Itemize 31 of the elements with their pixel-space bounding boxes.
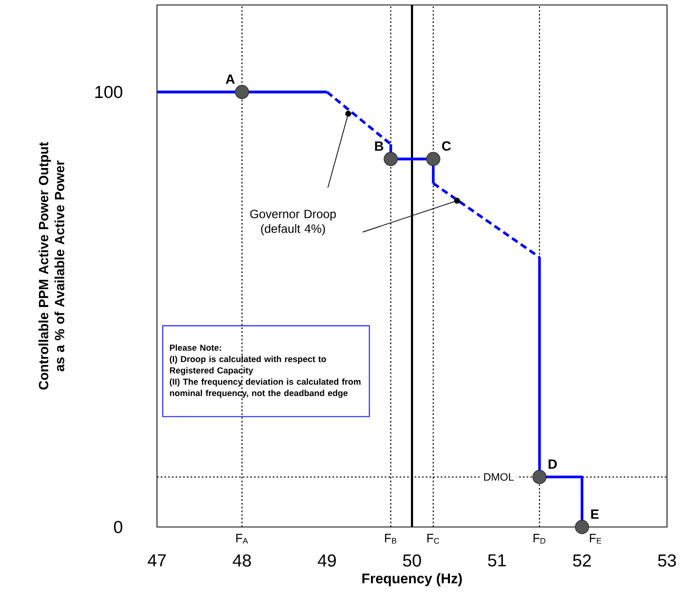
ref-line-label: F$_{C}$	[427, 534, 440, 544]
annotation: (II) The frequency deviation is calculated from nominal frequency, not the deadband edge	[170, 378, 360, 398]
point	[532, 470, 547, 484]
ref-line-label: F$_{B}$	[385, 534, 396, 544]
point	[384, 152, 398, 166]
annotation: E	[591, 510, 599, 519]
point	[234, 84, 250, 100]
x-tick-label: 51	[488, 554, 506, 566]
annotation: F$_{E}$	[590, 534, 602, 544]
ref-line-label: DMOL	[484, 473, 514, 481]
y-tick-label: 100	[95, 86, 122, 98]
annotation: C	[442, 141, 451, 151]
x-tick-label: 52	[573, 554, 591, 567]
annotation: B	[375, 142, 384, 151]
annotation: Please Note:	[170, 344, 222, 351]
y-axis-title: Controllable PPM Active Power Output as a % of Available Active Power	[38, 142, 64, 390]
x-tick-label: 48	[232, 554, 251, 567]
point	[574, 520, 590, 534]
x-tick-label: 53	[658, 554, 676, 567]
annotation: (I) Droop is calculated with respect to Registered Capacity	[170, 356, 326, 376]
annotation: D	[548, 460, 557, 469]
ref-line-label: F$_{D}$	[534, 534, 546, 544]
annotation: Governor Droop (default 4%)	[250, 210, 336, 236]
point	[426, 152, 440, 166]
ref-line-label: F$_{A}$	[236, 534, 248, 544]
y-tick-label: 0	[114, 520, 122, 534]
x-axis-title: Frequency (Hz)	[362, 573, 462, 586]
x-tick-label: 47	[148, 554, 166, 566]
x-tick-label: 49	[318, 554, 336, 567]
annotation: A	[226, 74, 235, 84]
x-tick-label: 50	[403, 554, 421, 567]
